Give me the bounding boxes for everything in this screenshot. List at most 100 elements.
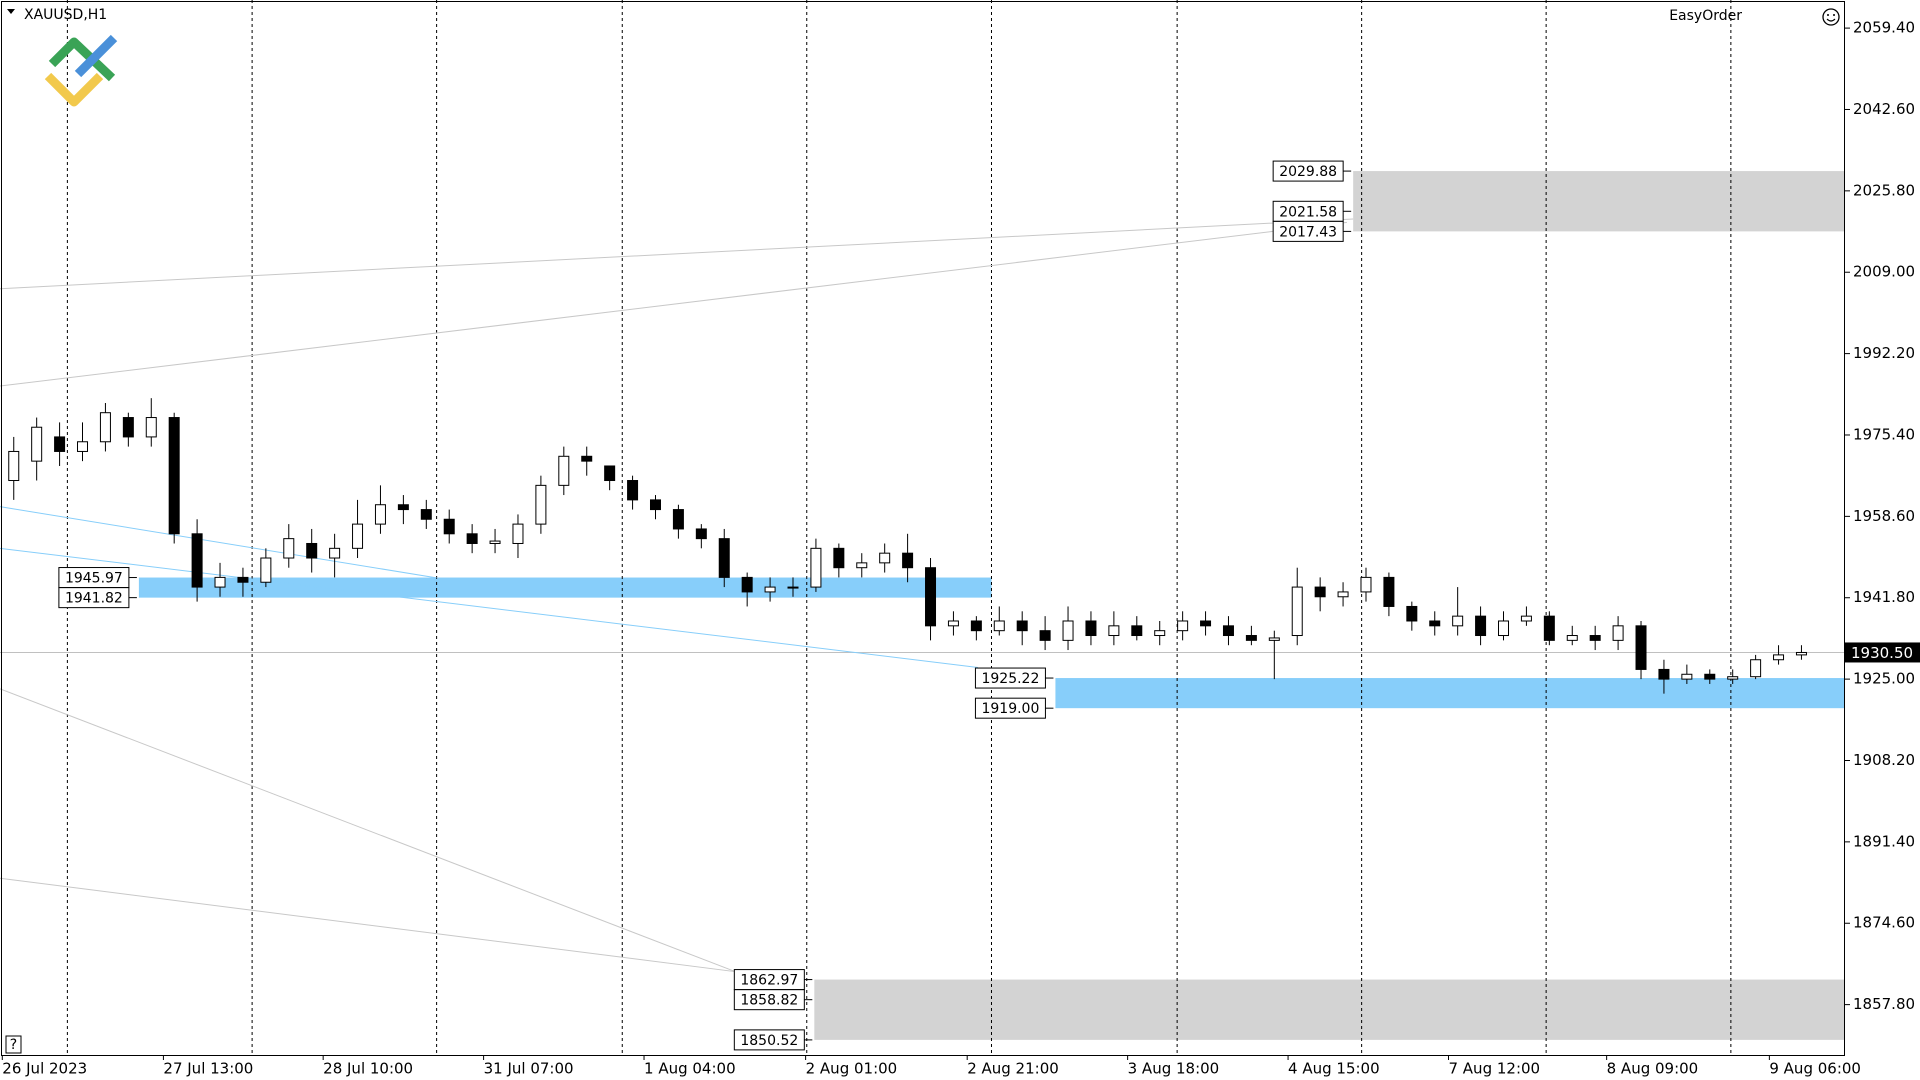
candle-body (374, 504, 386, 525)
candle-body (1498, 620, 1510, 637)
candle-body (672, 509, 684, 530)
chart-title: XAUUSD,H1 (24, 7, 107, 23)
candle-body (122, 417, 134, 438)
candle-body (352, 523, 364, 549)
current-price-label: 1930.50 (1851, 644, 1913, 662)
zone (138, 577, 992, 598)
candle-body (1429, 620, 1441, 627)
zone (814, 979, 1846, 1040)
label-layer: 1945.97 1941.82 1925.22 1919.00 2029.88 2021.… (58, 160, 1920, 1051)
candle-body (1406, 605, 1418, 622)
candle-body (902, 552, 914, 569)
x-tick-label: 28 Jul 10:00 (323, 1060, 413, 1078)
candle-body (695, 528, 707, 540)
candle-body (1543, 615, 1555, 641)
candle-body (283, 538, 295, 559)
candle-body (970, 620, 982, 632)
x-tick-label: 8 Aug 09:00 (1607, 1060, 1699, 1078)
y-tick-label: 1958.60 (1853, 507, 1915, 525)
candle-body (1177, 620, 1189, 632)
logo (44, 34, 118, 107)
help-label[interactable]: ? (10, 1037, 17, 1053)
candle-body (718, 538, 730, 578)
candle-body (1085, 620, 1097, 637)
y-tick-label: 1891.40 (1853, 832, 1915, 850)
easyorder-label[interactable]: EasyOrder (1669, 8, 1742, 24)
candle-body (397, 504, 409, 511)
candle-body (1200, 620, 1212, 627)
price-label: 1858.82 (740, 993, 798, 1009)
candle-body (1062, 620, 1074, 641)
candle-body (466, 533, 478, 544)
zones-layer (138, 171, 1846, 1040)
candle-body (191, 533, 203, 588)
zone (1353, 171, 1845, 232)
candle-body (627, 480, 639, 501)
trendline (0, 688, 736, 973)
candle-body (1452, 615, 1464, 627)
candle-body (741, 576, 753, 593)
plot-frame (1, 1, 1845, 1056)
candle-body (833, 547, 845, 569)
y-tick-label: 2009.00 (1853, 263, 1915, 281)
y-tick-label: 2059.40 (1853, 19, 1915, 37)
price-label: 2017.43 (1279, 224, 1337, 240)
candle-body (581, 455, 593, 462)
price-label: 1941.82 (65, 591, 123, 607)
y-tick-label: 1941.80 (1853, 588, 1915, 606)
candle-body (1291, 586, 1303, 637)
x-tick-label: 3 Aug 18:00 (1128, 1060, 1220, 1078)
symbol-menu-arrow[interactable] (7, 9, 15, 14)
candle-body (77, 441, 89, 452)
candle-body (1704, 673, 1716, 680)
candle-body (329, 547, 341, 559)
y-tick-label: 1857.80 (1853, 995, 1915, 1013)
x-tick-label: 1 Aug 04:00 (644, 1060, 736, 1078)
y-tick-label: 2042.60 (1853, 100, 1915, 118)
trendline (0, 547, 979, 668)
x-tick-label: 31 Jul 07:00 (484, 1060, 574, 1078)
candle-body (558, 455, 570, 486)
smiley-icon[interactable] (1822, 8, 1840, 26)
candle-body (306, 542, 318, 559)
candle-body (879, 552, 891, 564)
candle-body (1727, 676, 1739, 680)
x-tick-label: 7 Aug 12:00 (1448, 1060, 1540, 1078)
x-tick-label: 2 Aug 21:00 (967, 1060, 1059, 1078)
candle-layer (8, 398, 1807, 694)
x-tick-label: 26 Jul 2023 (2, 1060, 87, 1078)
candle-body (993, 620, 1005, 632)
candle-body (1520, 615, 1532, 622)
candle-body (145, 417, 157, 438)
candle-body (1314, 586, 1326, 598)
y-tick-label: 1992.20 (1853, 344, 1915, 362)
y-tick-label: 1975.40 (1853, 425, 1915, 443)
candle-body (443, 518, 455, 535)
candle-body (1360, 576, 1372, 593)
candle-body (1750, 659, 1762, 678)
candle-body (1039, 630, 1051, 641)
trendline (0, 506, 437, 579)
candle-body (535, 484, 547, 525)
y-tick-label: 2025.80 (1853, 181, 1915, 199)
x-tick-label: 9 Aug 06:00 (1769, 1060, 1861, 1078)
candle-body (420, 509, 432, 520)
price-label: 1862.97 (740, 973, 798, 989)
price-label: 2021.58 (1279, 204, 1337, 220)
candle-body (99, 412, 111, 443)
trendline (0, 221, 1348, 387)
trendline-layer (0, 218, 1354, 973)
candle-body (1475, 615, 1487, 637)
candle-body (489, 540, 501, 544)
candle-body (1566, 635, 1578, 641)
candle-body (1154, 630, 1166, 637)
help-button[interactable] (5, 1035, 22, 1054)
candle-body (168, 417, 180, 535)
candle-body (1245, 635, 1257, 641)
y-tick-label: 1925.00 (1853, 670, 1915, 688)
candle-body (260, 557, 272, 583)
trendline (0, 877, 736, 973)
